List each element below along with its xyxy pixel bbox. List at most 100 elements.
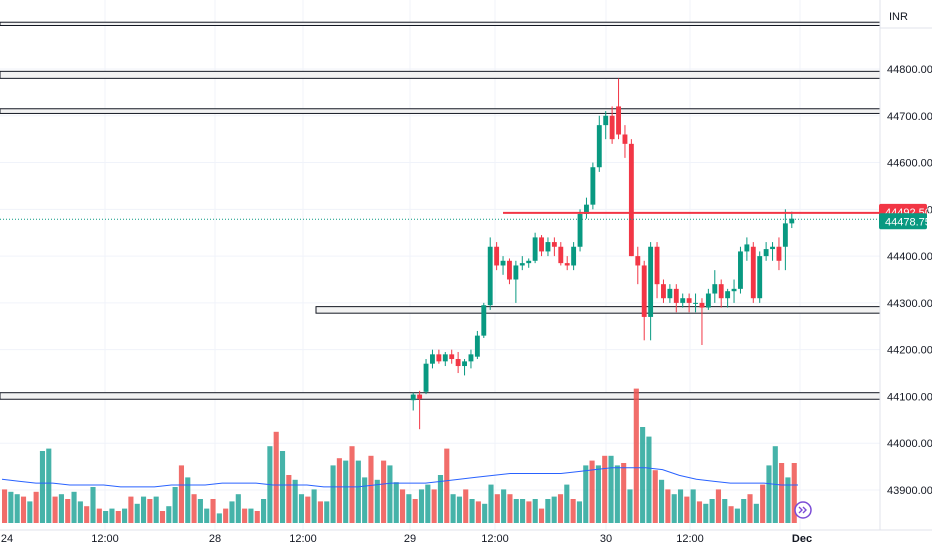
volume-bar <box>166 506 172 523</box>
volume-bar <box>437 475 444 523</box>
candle-body <box>474 335 480 357</box>
volume-bar <box>355 460 361 523</box>
candle-body <box>590 167 596 205</box>
candle-body <box>571 246 577 266</box>
price-zone-rect[interactable] <box>0 108 881 114</box>
price-zone-rect[interactable] <box>0 21 881 26</box>
volume-bar <box>545 499 551 523</box>
price-tick-label: 44300.00 <box>887 298 932 310</box>
candle-body <box>667 288 673 299</box>
volume-bar <box>734 508 740 523</box>
volume-bar <box>766 465 772 523</box>
candle-body <box>532 237 538 261</box>
volume-bar <box>343 460 349 523</box>
candle-body <box>686 298 692 303</box>
time-tick-label: 24 <box>1 533 13 545</box>
volume-bar <box>576 501 583 523</box>
candle-body <box>519 263 525 266</box>
volume-bar <box>418 489 425 523</box>
chart-grid <box>0 0 880 530</box>
volume-bar <box>703 503 709 523</box>
circle-arrow-icon[interactable] <box>794 501 812 519</box>
price-zone-rect[interactable] <box>0 392 881 400</box>
candle-body <box>738 251 743 289</box>
volume-bar <box>400 489 406 523</box>
time-axis[interactable] <box>0 530 932 550</box>
scroll-to-realtime-button[interactable] <box>794 501 812 519</box>
volume-bar <box>659 479 665 523</box>
volume-bar <box>216 513 222 523</box>
time-tick-label: 12:00 <box>91 533 119 545</box>
volume-bar <box>223 508 229 523</box>
volume-bar <box>475 501 481 523</box>
volume-bar <box>324 501 330 523</box>
volume-bar <box>557 494 564 523</box>
volume-bar <box>52 496 58 523</box>
volume-bar <box>14 494 20 523</box>
volume-bar <box>715 489 721 523</box>
time-tick-label: 29 <box>404 533 416 545</box>
volume-bar <box>235 494 241 523</box>
price-tick-label: 44700.00 <box>887 111 932 123</box>
volume-bar <box>412 499 418 523</box>
volume-bar <box>273 431 279 523</box>
volume-bar <box>279 451 286 523</box>
volume-bar <box>46 448 52 523</box>
candle-body <box>442 354 448 362</box>
last-price-tag <box>879 213 927 230</box>
volume-bar <box>513 499 519 523</box>
volume-bar <box>722 499 728 523</box>
candle-body <box>596 125 602 168</box>
volume-bar <box>349 446 355 523</box>
candle-body <box>539 237 544 252</box>
volume-bar <box>709 499 715 523</box>
candle-body <box>770 246 775 250</box>
price-zone-rect[interactable] <box>0 70 881 79</box>
volume-bar <box>178 465 185 523</box>
last-price-label: 44478.75 <box>885 216 931 228</box>
volume-bar <box>77 501 83 523</box>
currency-label[interactable]: INR <box>889 11 908 23</box>
candle-body <box>455 359 461 367</box>
candle-body <box>436 354 442 362</box>
volume-bar <box>254 511 260 523</box>
candle-body <box>500 260 506 266</box>
candlesticks <box>410 78 795 430</box>
price-tick-label: 44800.00 <box>887 64 932 76</box>
candle-body <box>603 115 609 126</box>
volume-bar <box>109 508 115 523</box>
volume-bar <box>665 489 671 523</box>
volume-bar <box>507 494 513 523</box>
candle-body <box>641 265 647 317</box>
time-axis-ticks: 24 12:00 28 12:00 29 12:00 30 12:00 Dec <box>1 533 812 545</box>
candle-body <box>481 305 487 336</box>
price-zone-rect[interactable] <box>315 306 881 314</box>
volume-bar <box>614 465 620 523</box>
candle-body <box>744 244 750 252</box>
volume-bar <box>115 511 121 523</box>
volume-bar <box>431 489 437 523</box>
volume-bar <box>785 477 791 523</box>
volume-bar <box>39 451 46 523</box>
candle-body <box>564 263 570 266</box>
price-tick-label: 44400.00 <box>887 251 932 263</box>
candle-body <box>712 284 718 294</box>
volume-bar <box>330 465 336 523</box>
volume-bar <box>204 508 210 523</box>
volume-bar <box>646 436 652 523</box>
time-tick-label: 12:00 <box>676 533 704 545</box>
candle-body <box>680 298 686 303</box>
volume-bar <box>589 460 595 523</box>
candle-body <box>622 134 628 144</box>
volume-bar <box>393 482 399 523</box>
candle-body <box>628 143 634 257</box>
volume-bar <box>305 496 311 523</box>
price-axis[interactable] <box>880 0 932 530</box>
volume-bar <box>671 494 677 523</box>
candle-body <box>750 246 756 299</box>
volume-bar <box>791 463 797 523</box>
volume-bar <box>456 496 462 523</box>
candle-body <box>410 394 416 401</box>
candle-body <box>430 354 435 364</box>
